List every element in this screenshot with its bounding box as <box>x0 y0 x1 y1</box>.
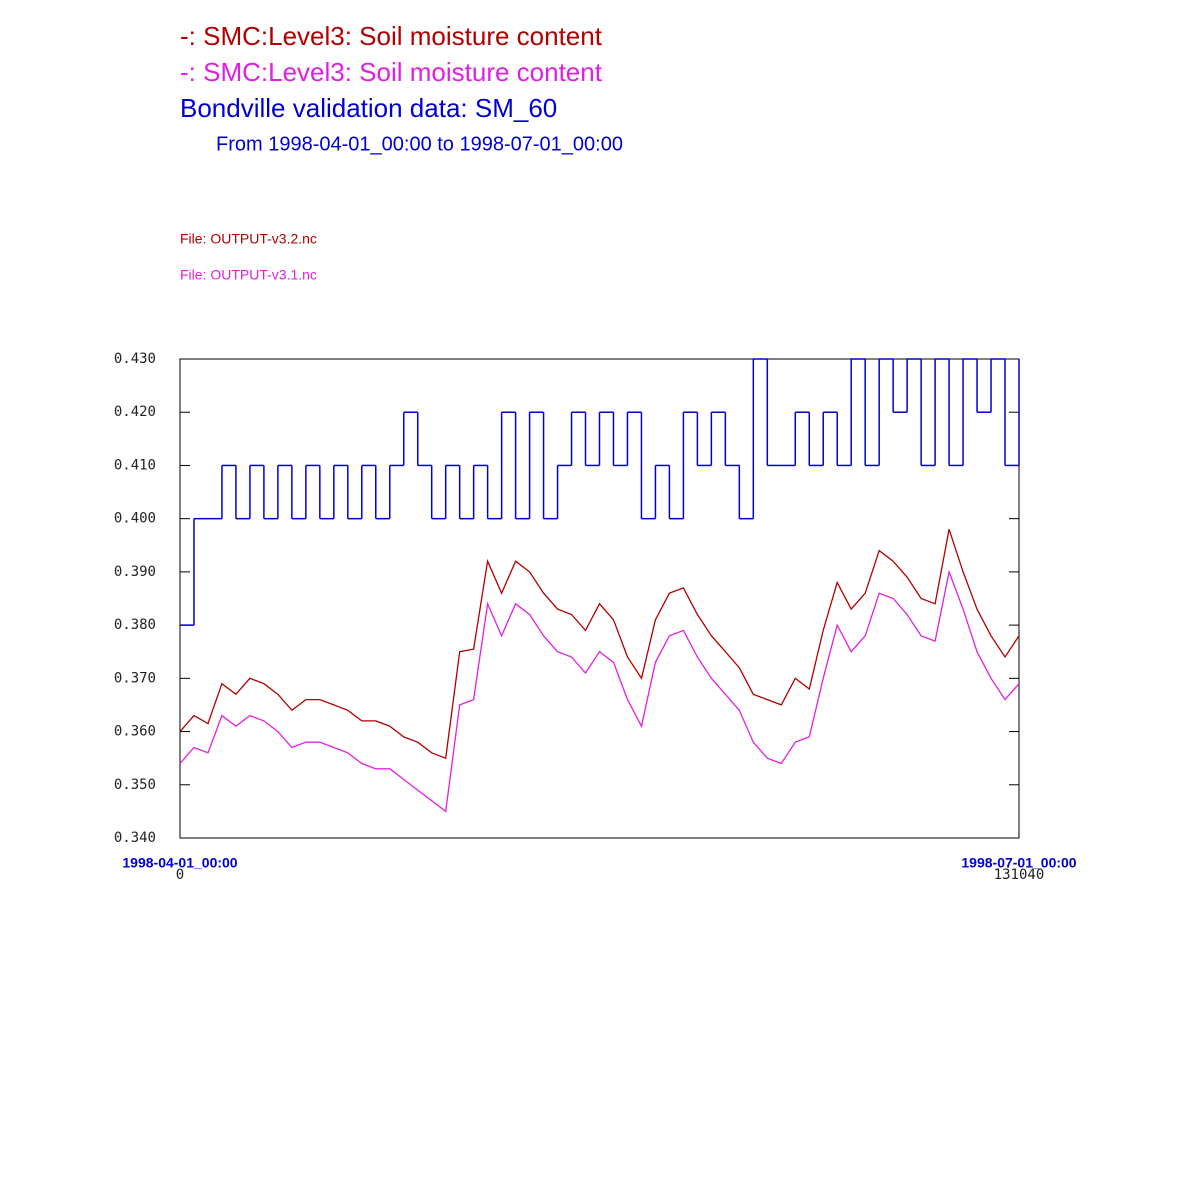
y-tick-label: 0.400 <box>114 511 156 527</box>
series-line <box>179 529 1020 760</box>
y-tick-label: 0.410 <box>114 457 156 473</box>
x-tick-label: 131040 <box>994 867 1045 883</box>
y-tick-label: 0.430 <box>114 351 156 367</box>
file-label: File: OUTPUT-v3.1.nc <box>180 267 317 283</box>
y-tick-label: 0.340 <box>114 830 156 846</box>
y-tick-label: 0.370 <box>114 670 156 686</box>
y-tick-label: 0.360 <box>114 724 156 740</box>
title-line: -: SMC:Level3: Soil moisture content <box>180 57 603 87</box>
series-line <box>179 569 1020 813</box>
y-tick-label: 0.420 <box>114 404 156 420</box>
title-line: -: SMC:Level3: Soil moisture content <box>180 21 603 51</box>
x-tick-date: 1998-04-01_00:00 <box>122 855 237 871</box>
x-tick-date: 1998-07-01_00:00 <box>961 855 1076 871</box>
y-tick-label: 0.390 <box>114 564 156 580</box>
file-label: File: OUTPUT-v3.2.nc <box>180 231 317 247</box>
x-tick-label: 0 <box>176 867 184 883</box>
plot-frame <box>179 358 1020 839</box>
y-tick-label: 0.350 <box>114 777 156 793</box>
y-tick-label: 0.380 <box>114 617 156 633</box>
title-line: Bondville validation data: SM_60 <box>180 93 557 123</box>
subtitle: From 1998-04-01_00:00 to 1998-07-01_00:0… <box>216 133 623 155</box>
